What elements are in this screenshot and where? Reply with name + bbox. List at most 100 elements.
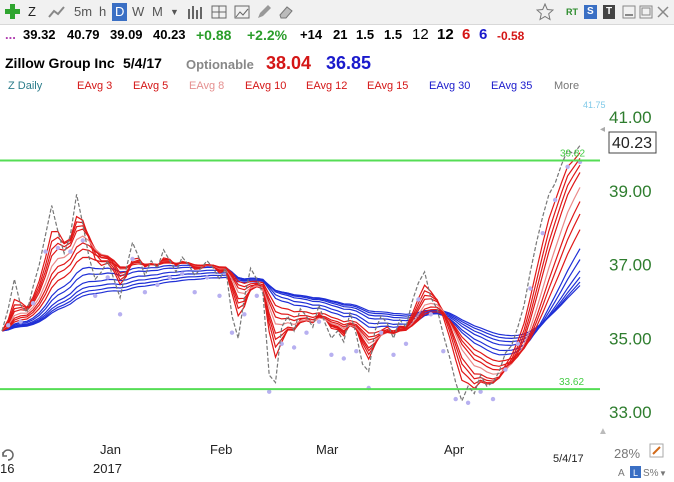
ema-line-blue xyxy=(1,248,581,356)
quote-stat-3: 1.5 xyxy=(356,27,375,42)
low-dot xyxy=(540,231,545,236)
low-dot xyxy=(329,352,334,357)
timeframe-m[interactable]: M xyxy=(152,4,163,19)
price-line xyxy=(1,145,581,403)
note-icon[interactable] xyxy=(649,443,664,458)
low-dot xyxy=(428,312,433,317)
quote-stat-9: -0.58 xyxy=(497,29,525,43)
toolbar: Z 5m h D W M ▼ RT S T xyxy=(0,0,674,25)
x-tick-label: Mar xyxy=(316,442,339,457)
low-dot xyxy=(341,356,346,361)
optionable-label: Optionable xyxy=(186,57,254,72)
low-dot xyxy=(142,290,148,295)
last-price-label: 40.23 xyxy=(612,135,652,152)
chart-icon[interactable] xyxy=(48,5,66,19)
ema-line-blue xyxy=(1,276,581,337)
indicator-eavg-8[interactable]: EAvg 8 xyxy=(189,80,225,92)
star-icon[interactable] xyxy=(536,3,554,21)
pencil-icon[interactable] xyxy=(256,4,272,20)
scroll-up-icon[interactable]: ▲ xyxy=(598,426,608,437)
y-tick-label: 37.00 xyxy=(609,256,652,275)
quote-low: 39.09 xyxy=(110,27,143,42)
eraser-icon[interactable] xyxy=(278,5,294,19)
low-dot xyxy=(316,319,322,324)
ema-line-blue xyxy=(1,259,581,352)
scale-dropdown-icon[interactable]: ▼ xyxy=(659,469,667,478)
company-date: 5/4/17 xyxy=(123,55,162,71)
low-dot xyxy=(354,349,359,354)
timeframe-w[interactable]: W xyxy=(132,4,145,19)
ema-line-red xyxy=(1,201,581,371)
y-tick-label: 35.00 xyxy=(609,329,652,348)
price-chart[interactable]: 41.75 39.82 33.62 41.00 39.00 37.00 35.00 33… xyxy=(0,96,674,482)
menu-dots-icon[interactable]: ... xyxy=(5,27,16,42)
bars-icon[interactable] xyxy=(187,5,205,19)
low-dot xyxy=(453,396,458,402)
timeframe-5m[interactable]: 5m xyxy=(74,4,93,19)
low-dot xyxy=(130,256,135,262)
t-button[interactable]: T xyxy=(603,5,616,19)
low-dot xyxy=(192,290,197,295)
percent-scale-label[interactable]: S% xyxy=(643,468,659,479)
quote-change-pct: +2.2% xyxy=(247,27,288,43)
indicator-z-daily[interactable]: Z Daily xyxy=(8,80,43,92)
low-dot xyxy=(155,282,160,287)
ema-line-red xyxy=(1,229,581,363)
indicator-eavg-10[interactable]: EAvg 10 xyxy=(245,80,287,92)
low-dot xyxy=(267,389,272,394)
low-dot xyxy=(18,319,23,324)
low-dot xyxy=(416,297,421,302)
indicator-more[interactable]: More xyxy=(554,80,580,92)
x-axis: Jan Feb Mar Apr xyxy=(100,442,465,457)
ema-line-red xyxy=(1,158,581,385)
auto-scale-icon[interactable]: A xyxy=(618,468,625,479)
indicator-bar: Z Daily EAvg 3 EAvg 5 EAvg 8 EAvg 10 EAv… xyxy=(0,78,674,96)
low-dot xyxy=(304,330,309,335)
x-tick-label: Apr xyxy=(444,442,465,457)
low-dot xyxy=(43,249,48,254)
maximize-icon[interactable] xyxy=(639,5,653,19)
timeframe-h[interactable]: h xyxy=(99,4,107,19)
quote-stat-5: 12 xyxy=(412,26,429,43)
low-dot xyxy=(279,341,284,346)
refresh-icon[interactable] xyxy=(2,449,14,461)
y-tick-label: 39.00 xyxy=(609,182,652,201)
quote-stat-8: 6 xyxy=(479,26,488,43)
low-dot xyxy=(515,341,520,346)
grid-icon[interactable] xyxy=(211,5,227,19)
indicator-eavg-35[interactable]: EAvg 35 xyxy=(491,80,533,92)
image-icon[interactable] xyxy=(234,5,250,19)
indicator-eavg-3[interactable]: EAvg 3 xyxy=(77,80,113,92)
indicator-eavg-30[interactable]: EAvg 30 xyxy=(429,80,471,92)
s-button[interactable]: S xyxy=(584,5,597,19)
date-label: 5/4/17 xyxy=(553,453,584,465)
indicator-eavg-12[interactable]: EAvg 12 xyxy=(306,80,348,92)
close-icon[interactable] xyxy=(657,6,669,18)
low-dot xyxy=(80,238,86,243)
minimize-icon[interactable] xyxy=(622,5,636,19)
low-dot xyxy=(204,275,210,280)
timeframe-d[interactable]: D xyxy=(112,3,128,21)
plus-icon[interactable] xyxy=(4,3,21,20)
low-dot xyxy=(503,367,508,372)
linear-scale-icon[interactable] xyxy=(630,466,641,478)
quote-high: 40.79 xyxy=(67,27,100,42)
rt-button[interactable]: RT xyxy=(566,7,578,17)
low-dot xyxy=(68,249,73,254)
company-name: Zillow Group Inc xyxy=(5,55,115,71)
quote-stat-6: 12 xyxy=(437,26,454,43)
low-dot xyxy=(180,271,185,276)
indicator-eavg-5[interactable]: EAvg 5 xyxy=(133,80,169,92)
indicator-eavg-15[interactable]: EAvg 15 xyxy=(367,80,409,92)
low-dot xyxy=(242,312,247,317)
top-label: 41.75 xyxy=(583,100,606,110)
low-dot xyxy=(490,396,496,402)
y-axis: 41.00 39.00 37.00 35.00 33.00 xyxy=(609,108,652,422)
symbol-box[interactable]: Z xyxy=(28,4,36,19)
support-label: 33.62 xyxy=(559,377,584,388)
ema-line-red xyxy=(1,213,581,367)
low-dot xyxy=(465,400,471,405)
low-dot xyxy=(565,164,570,169)
low-dot xyxy=(93,293,98,298)
dropdown-icon[interactable]: ▼ xyxy=(170,7,179,17)
